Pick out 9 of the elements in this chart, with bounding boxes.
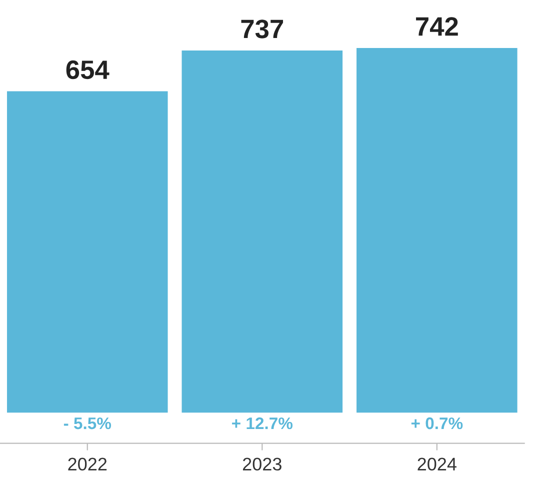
data-label: 742 <box>416 17 458 36</box>
x-tick-label: 2023 <box>242 458 282 471</box>
text: + 0.7% <box>411 417 463 430</box>
text: + 12.7% <box>232 417 293 430</box>
x-tick-label: 2022 <box>68 458 107 471</box>
data-label: 654 <box>66 60 110 80</box>
data-label: 737 <box>241 20 284 38</box>
x-tick-label: 2024 <box>418 458 456 471</box>
text: - 5.5% <box>64 417 112 430</box>
